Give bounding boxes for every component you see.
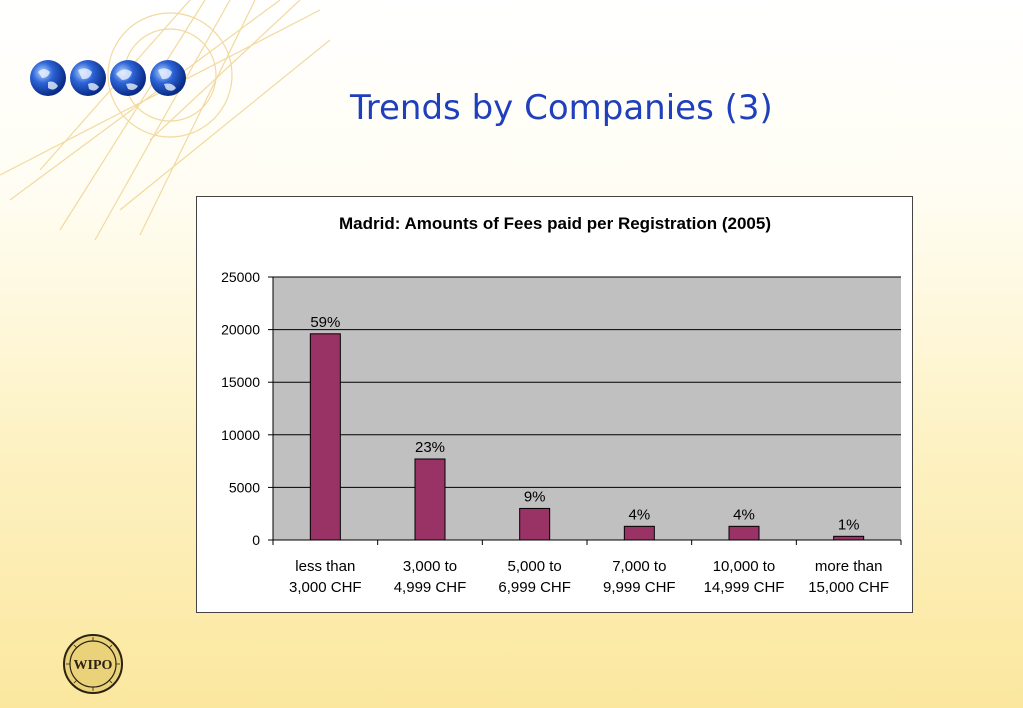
x-tick-label: more than 15,000 CHF [808,558,889,596]
bar [309,333,341,541]
sunburst-decoration [0,0,331,241]
x-tick-label-line: 3,000 to [403,558,457,575]
bar [623,525,655,541]
x-tick-label-line: 9,999 CHF [603,579,676,596]
x-tick-label-line: 3,000 CHF [289,579,362,596]
x-tick-label: 7,000 to 9,999 CHF [603,558,676,596]
data-label: 23% [415,439,445,456]
globe-icon [150,60,186,96]
chart-title: Madrid: Amounts of Fees paid per Registr… [339,214,771,233]
data-label: 4% [628,506,650,523]
bar [728,525,760,541]
data-label: 59% [310,314,340,331]
x-tick-label-line: less than [295,558,355,575]
x-tick-label-line: more than [815,558,883,575]
wipo-seal-logo: WIPO [63,634,123,694]
x-tick-label-line: 5,000 to [508,558,562,575]
slide-title: Trends by Companies (3) [350,88,773,128]
bars [309,333,865,541]
x-tick-label: 3,000 to 4,999 CHF [394,558,467,596]
x-tick-label-line: 4,999 CHF [394,579,467,596]
x-tick-label: less than 3,000 CHF [289,558,362,596]
x-tick-label-line: 15,000 CHF [808,579,889,596]
wipo-logo-text: WIPO [74,658,113,673]
data-label: 4% [733,506,755,523]
y-axis: 0 5000 10000 15000 20000 25000 [221,269,274,548]
bar [414,458,446,541]
x-tick-label-line: 6,999 CHF [498,579,571,596]
gridlines [273,276,901,488]
globe-icon [70,60,106,96]
bar-chart: Madrid: Amounts of Fees paid per Registr… [221,214,902,596]
x-tick-label-line: 7,000 to [612,558,666,575]
data-label: 9% [524,488,546,505]
data-label: 1% [838,516,860,533]
x-tick-label: 10,000 to 14,999 CHF [704,558,785,596]
plot-area [273,277,901,540]
data-labels: 59% 23% 9% 4% 4% 1% [310,314,859,534]
y-tick-label: 20000 [221,322,260,338]
chart-container: Madrid: Amounts of Fees paid per Registr… [196,196,913,613]
globes-logo [30,60,186,96]
x-axis: less than 3,000 CHF 3,000 to 4,999 CHF 5,000… [272,539,902,596]
y-tick-label: 0 [252,532,260,548]
globe-icon [110,60,146,96]
y-tick-label: 15000 [221,374,260,390]
bar [833,535,865,541]
x-tick-label-line: 14,999 CHF [704,579,785,596]
y-tick-label: 25000 [221,269,260,285]
y-tick-label: 5000 [229,479,260,495]
x-tick-label: 5,000 to 6,999 CHF [498,558,571,596]
globe-icon [30,60,66,96]
y-tick-label: 10000 [221,427,260,443]
bar [519,507,551,541]
x-tick-label-line: 10,000 to [713,558,776,575]
